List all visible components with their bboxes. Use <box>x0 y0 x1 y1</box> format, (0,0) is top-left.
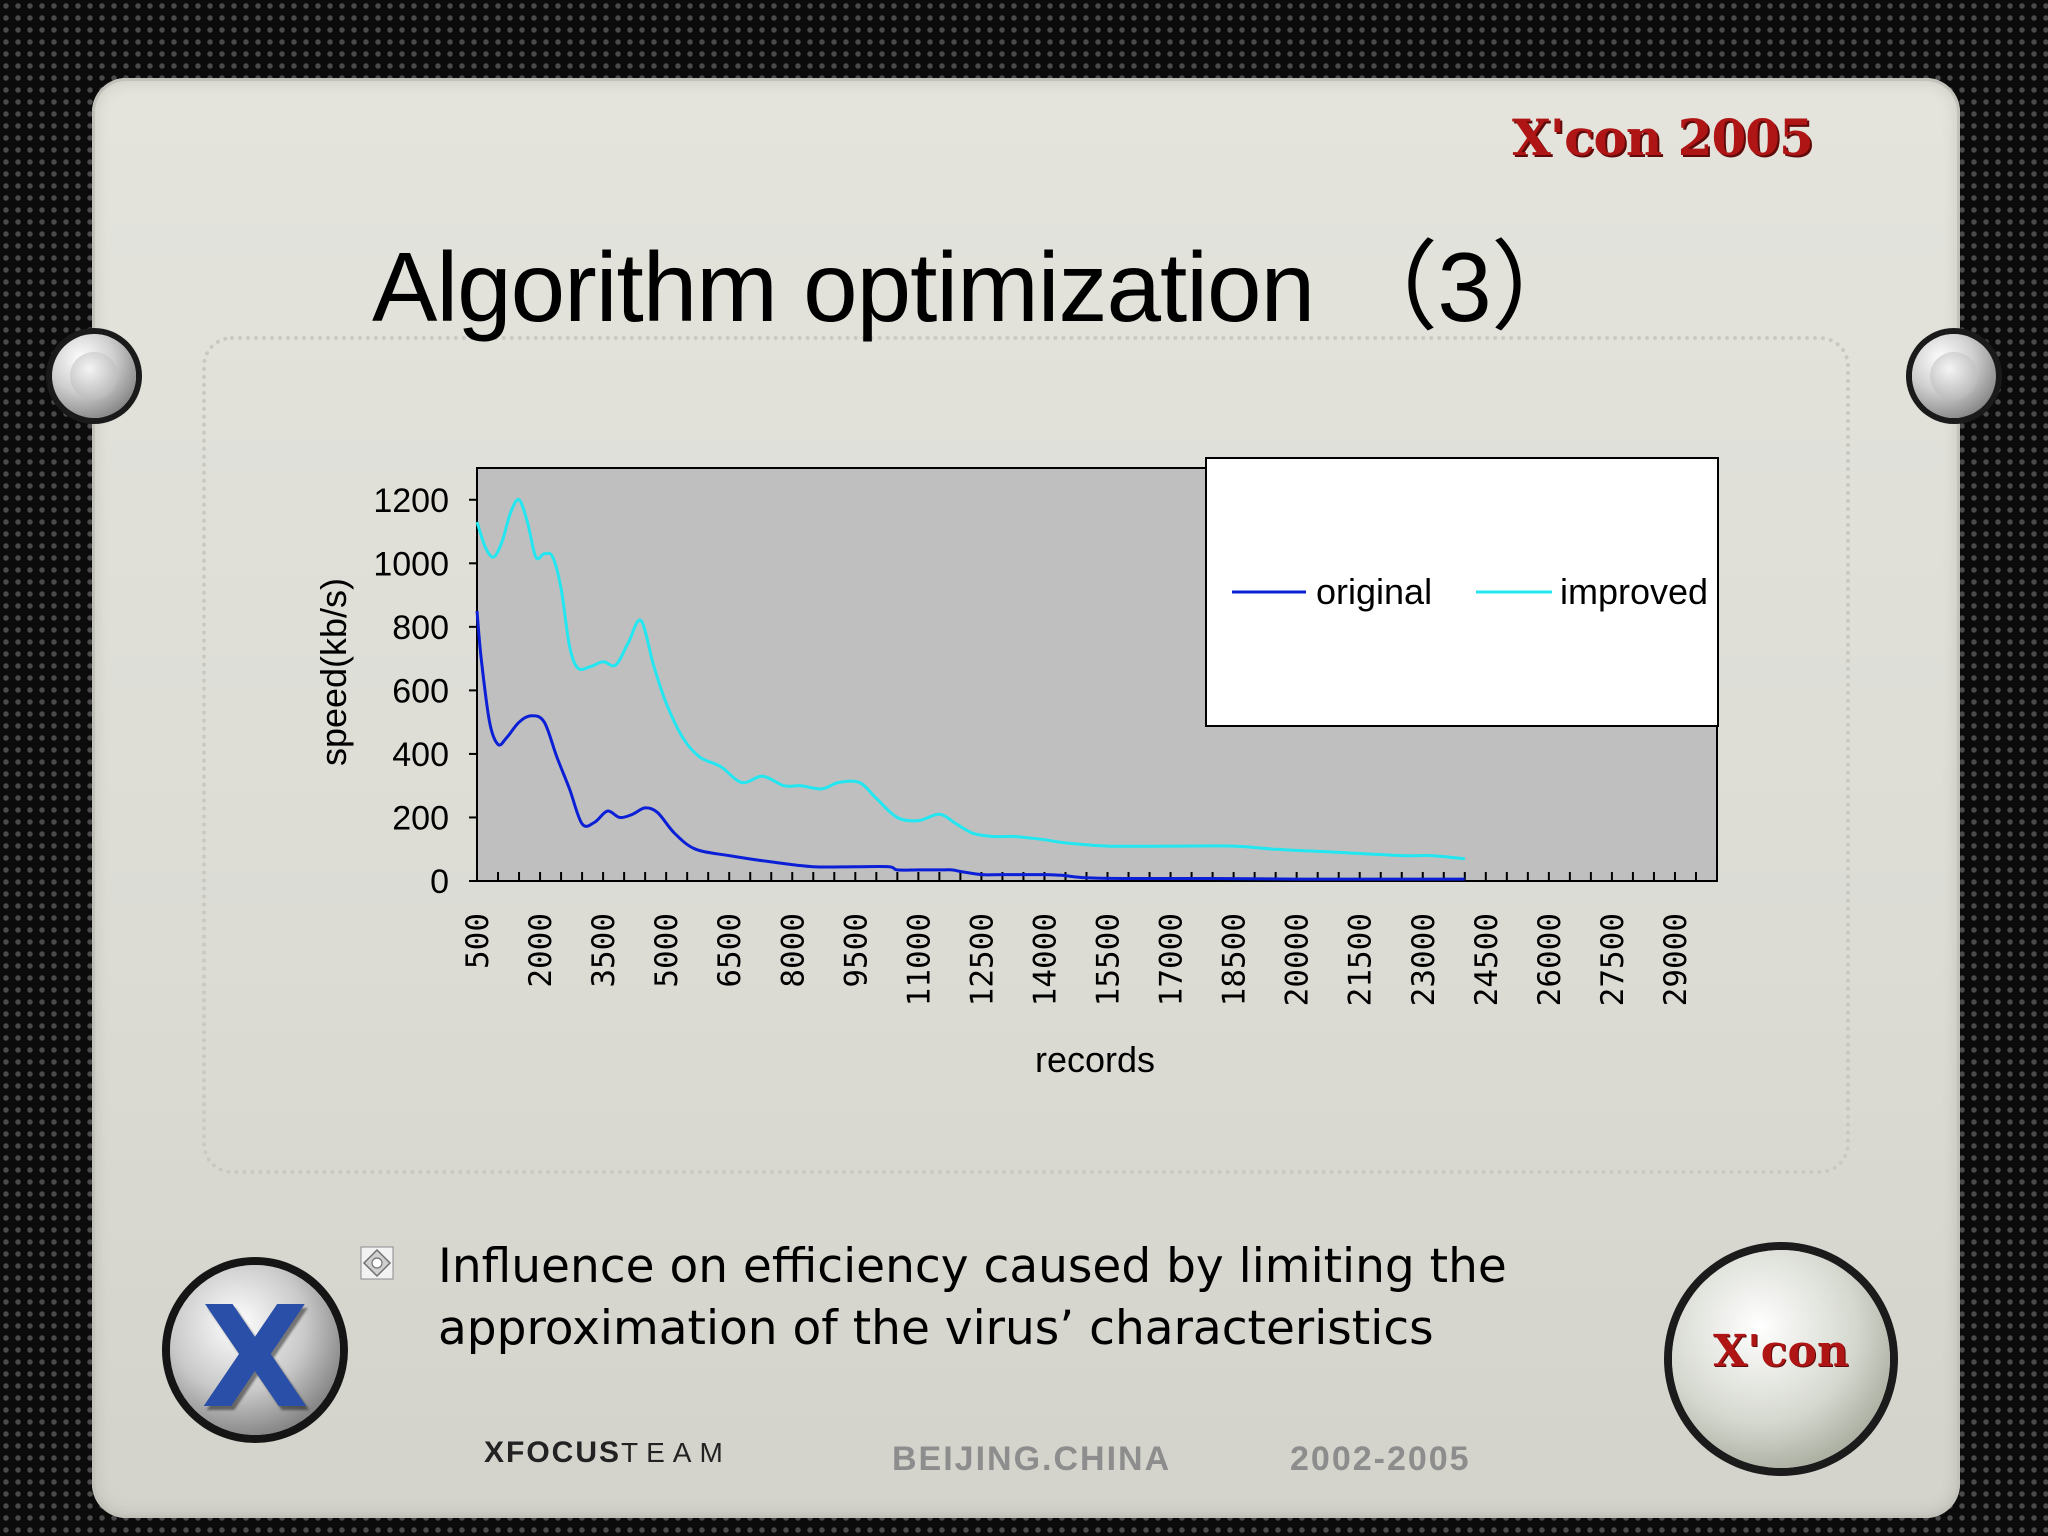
x-tick-label: 18500 <box>1217 913 1253 1006</box>
x-badge-logo: X <box>170 1265 340 1440</box>
x-tick-label: 20000 <box>1280 913 1316 1006</box>
x-tick-label: 5000 <box>649 913 685 988</box>
footer-years: 2002-2005 <box>1290 1440 1471 1478</box>
x-tick-label: 6500 <box>712 913 748 988</box>
x-tick-label: 2000 <box>523 913 559 988</box>
chart-legend: original improved <box>1205 457 1719 727</box>
page-title: Algorithm optimization （3） <box>372 232 1589 342</box>
y-tick-label: 1000 <box>373 545 449 583</box>
right-screw-icon <box>1912 334 1996 418</box>
footer-location: BEIJING.CHINA <box>892 1440 1172 1478</box>
xcon-badge-logo: X'con <box>1672 1250 1890 1468</box>
x-tick-label: 24500 <box>1469 913 1505 1006</box>
y-tick-label: 800 <box>392 609 449 647</box>
series-line-original <box>475 610 1465 881</box>
x-tick-label: 27500 <box>1595 913 1631 1006</box>
x-tick-label: 26000 <box>1532 913 1568 1006</box>
x-tick-label: 17000 <box>1154 913 1190 1006</box>
footer-team-suffix: TEAM <box>621 1437 731 1468</box>
footer-team: XFOCUSTEAM <box>484 1436 731 1470</box>
x-tick-label: 14000 <box>1027 913 1063 1006</box>
x-tick-label: 8000 <box>775 913 811 988</box>
x-axis-title: records <box>1035 1039 1155 1080</box>
bullet-diamond-icon <box>360 1246 394 1280</box>
left-screw-icon <box>52 334 136 418</box>
x-tick-label: 15500 <box>1091 913 1127 1006</box>
x-tick-label: 3500 <box>586 913 622 988</box>
x-tick-label: 29000 <box>1658 913 1694 1006</box>
x-tick-label: 9500 <box>838 913 874 988</box>
legend-label-improved: improved <box>1560 571 1708 612</box>
y-tick-label: 0 <box>430 863 449 901</box>
x-tick-label: 11000 <box>901 913 937 1006</box>
x-tick-label: 21500 <box>1343 913 1379 1006</box>
xcon-badge-text: X'con <box>1713 1326 1849 1377</box>
xcon-logo-top: X'con 2005 <box>1512 108 1814 167</box>
y-tick-label: 1200 <box>373 482 449 520</box>
x-tick-label: 500 <box>460 913 496 969</box>
y-tick-label: 400 <box>392 736 449 774</box>
bullet-text: Influence on efficiency caused by limiti… <box>438 1239 1507 1356</box>
y-tick-label: 600 <box>392 672 449 710</box>
y-tick-label: 200 <box>392 799 449 837</box>
legend-label-original: original <box>1316 571 1432 612</box>
x-tick-label: 23000 <box>1406 913 1442 1006</box>
x-tick-label: 12500 <box>964 913 1000 1006</box>
content-panel <box>202 336 1850 1174</box>
footer-team-name: XFOCUS <box>484 1436 622 1469</box>
y-axis-title: speed(kb/s) <box>313 578 354 766</box>
series-line-improved <box>475 498 1465 861</box>
